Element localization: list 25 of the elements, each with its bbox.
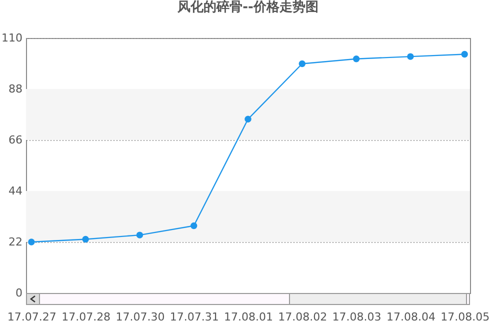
point: [28, 238, 35, 246]
x-tick-label: 17.07.28: [62, 310, 111, 324]
y-tick-label: 66: [8, 134, 22, 146]
x-tick-label: 17.07.30: [116, 310, 165, 324]
point: [352, 56, 360, 62]
chart-title: 风化的碎骨--价格走势图: [176, 0, 318, 15]
point: [136, 232, 144, 238]
x-tick-label: 17.08.01: [224, 310, 273, 324]
point: [244, 116, 252, 122]
point: [190, 222, 198, 230]
y-tick-label: 44: [8, 184, 22, 198]
point: [298, 60, 306, 68]
x-tick-label: 17.08.03: [332, 310, 382, 324]
y-tick-label: 22: [8, 236, 22, 248]
point: [82, 236, 89, 243]
point: [407, 53, 414, 60]
x-tick-label: 17.08.02: [278, 310, 328, 324]
x-tick-label: 17.07.31: [170, 310, 219, 324]
x-tick-label: 17.07.27: [7, 310, 56, 324]
point: [461, 50, 468, 58]
y-tick-label: 0: [16, 286, 22, 300]
x-tick-label: 17.08.05: [440, 310, 490, 324]
y-tick-label: 110: [2, 32, 22, 44]
x-tick-label: 17.08.04: [386, 310, 436, 324]
y-tick-label: 88: [8, 82, 22, 96]
